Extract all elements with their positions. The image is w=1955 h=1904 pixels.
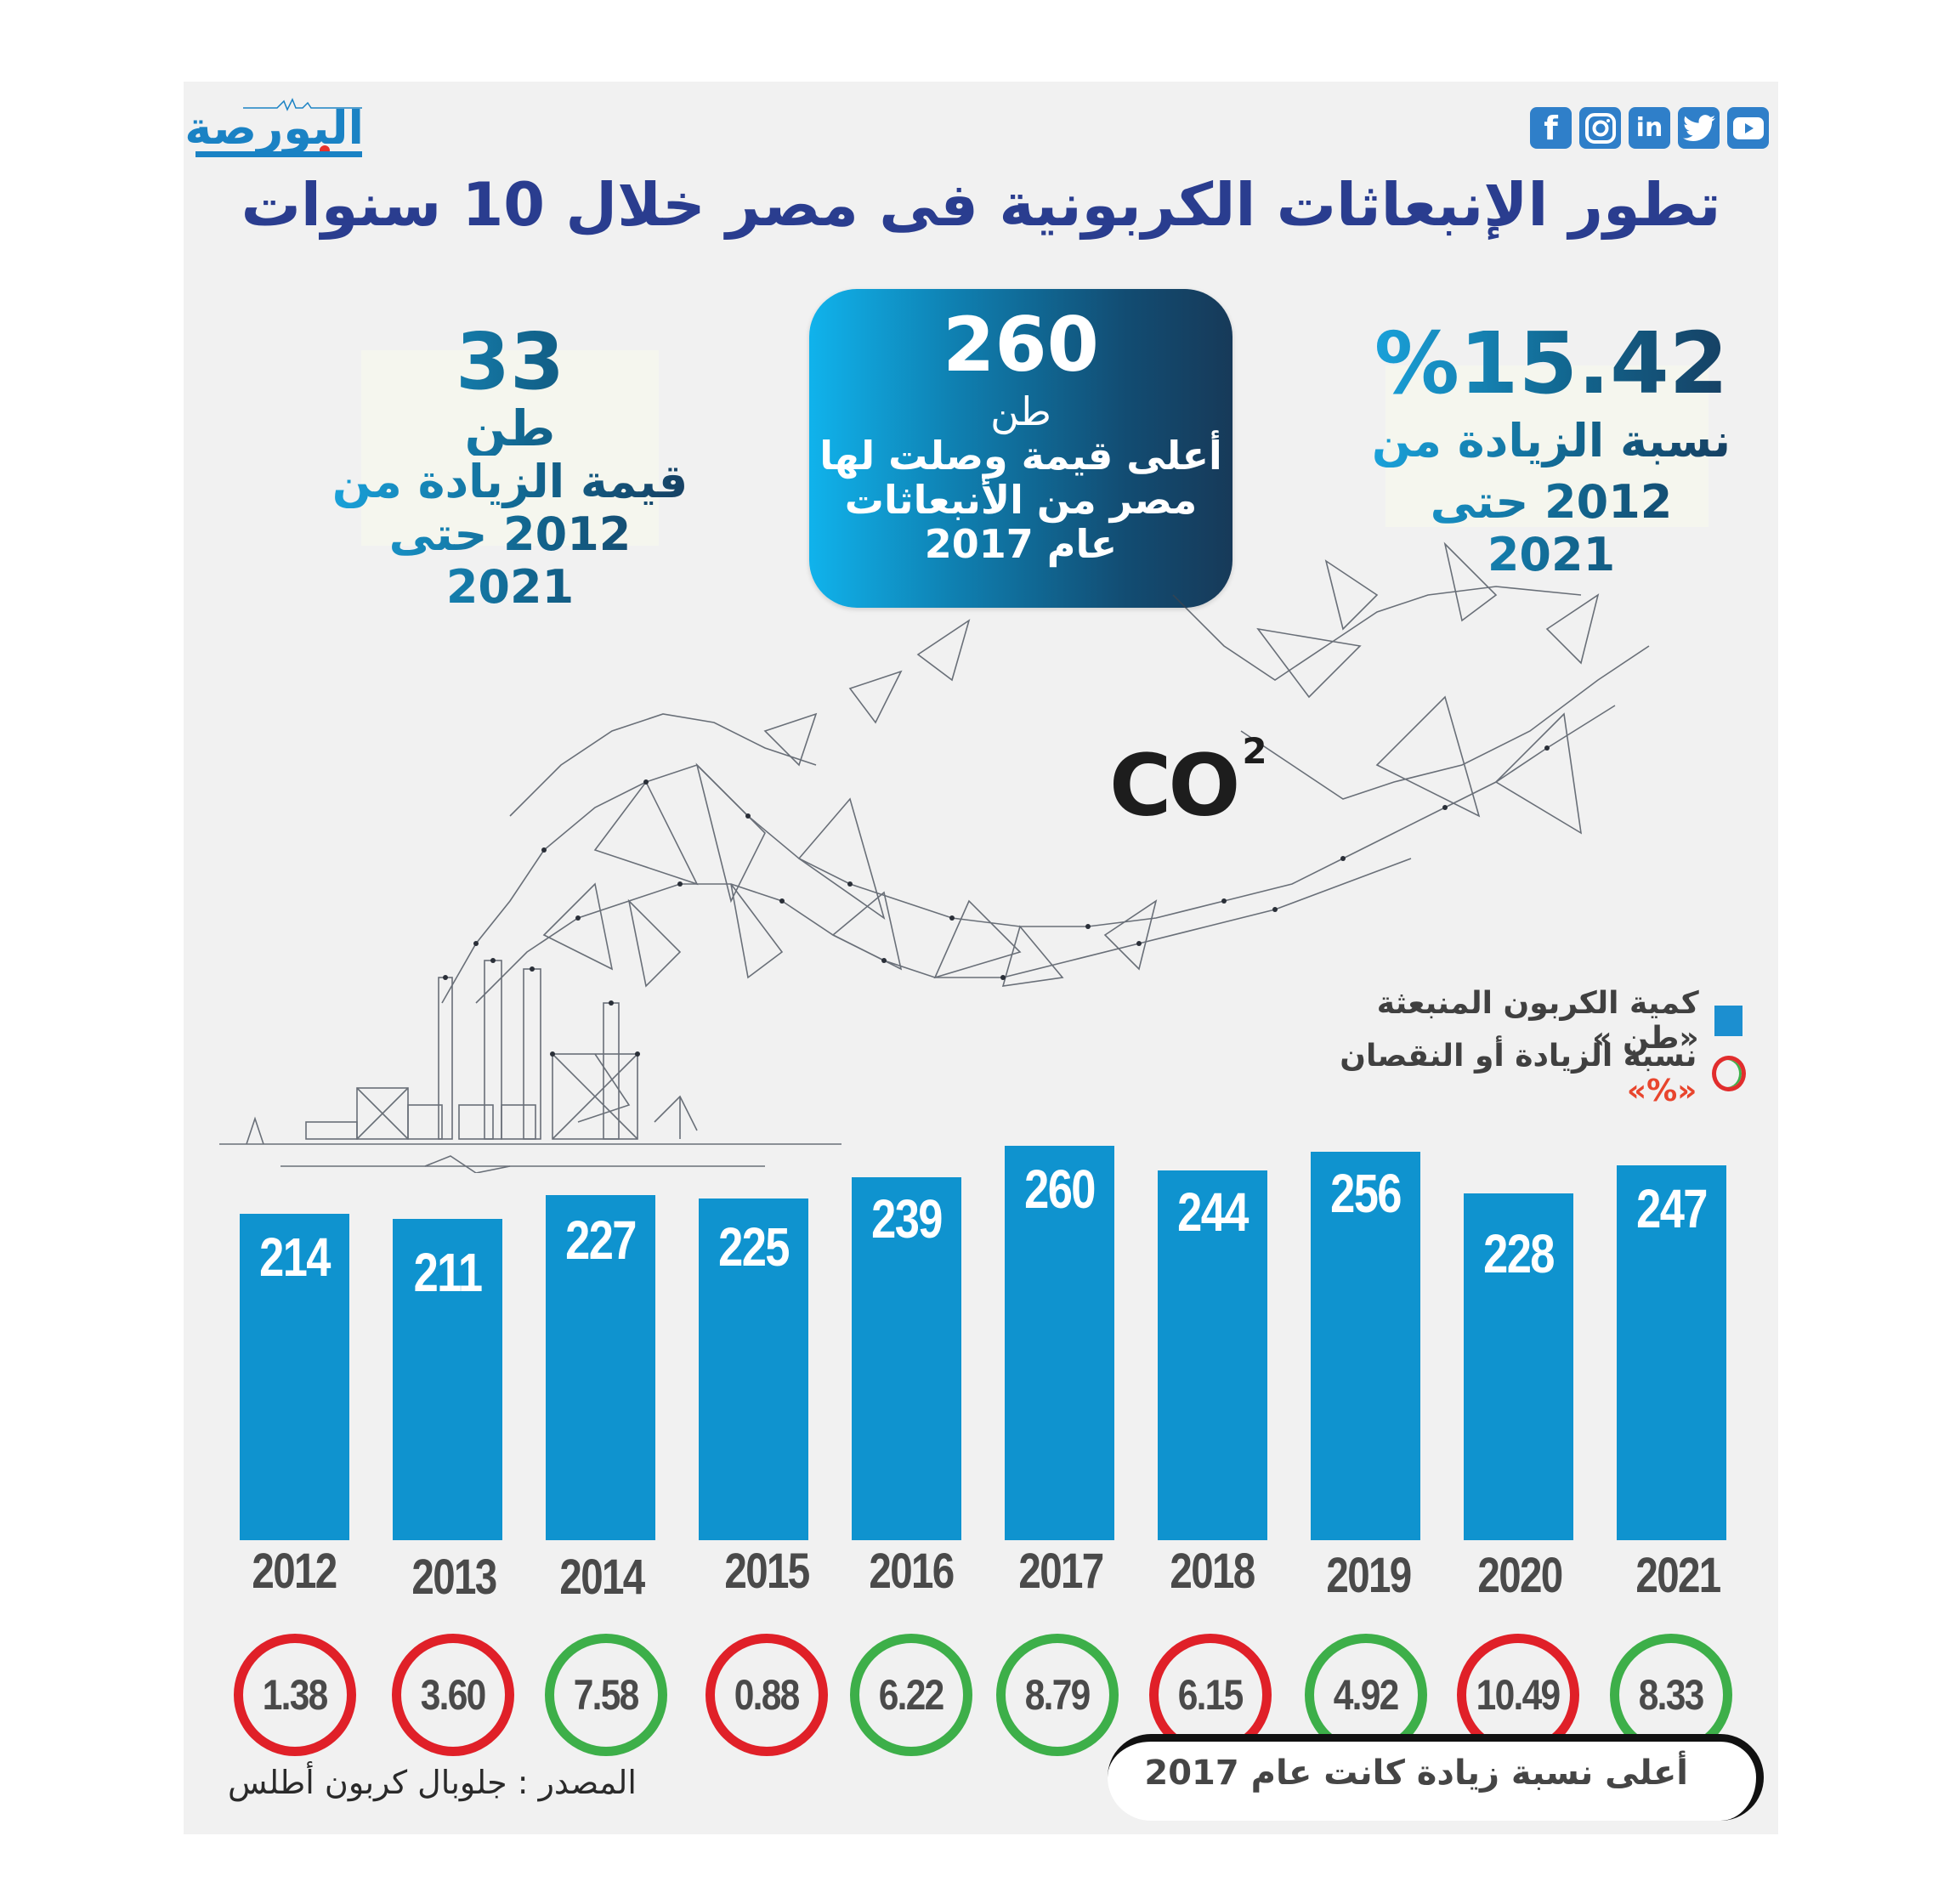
- ring-value: 6.15: [1178, 1671, 1244, 1719]
- logo-text: البورصة: [184, 101, 366, 155]
- stat-center-line1: أعلى قيمة وصلت لها: [819, 433, 1222, 479]
- bar-2018: 244: [1158, 1170, 1267, 1540]
- year-label: 2020: [1477, 1548, 1563, 1603]
- youtube-glyph: [1732, 116, 1764, 139]
- blue-square-icon: [1714, 1006, 1742, 1036]
- year-label: 2015: [724, 1544, 810, 1599]
- legend-item-change: نسبة الزيادة أو النقصان «%»: [1292, 1039, 1776, 1108]
- legend-label-change: نسبة الزيادة أو النقصان «%»: [1292, 1039, 1697, 1108]
- bar-value: 227: [565, 1210, 637, 1271]
- stat-increase-tons: 33 طن قيمة الزيادة من 2012 حتى 2021: [327, 323, 693, 614]
- ring-value: 0.88: [734, 1671, 801, 1719]
- bar-2014: 227: [546, 1195, 655, 1540]
- bar-2012: 214: [240, 1214, 349, 1540]
- logo-bar: [196, 151, 362, 157]
- ring-value: 3.60: [421, 1671, 487, 1719]
- stat-left-line2: 2012 حتى 2021: [327, 508, 693, 614]
- co2-superscript: 2: [1242, 730, 1267, 772]
- linkedin-icon[interactable]: in: [1629, 107, 1670, 149]
- year-label: 2012: [252, 1544, 337, 1599]
- year-label: 2017: [1018, 1544, 1104, 1599]
- ring-value: 6.22: [879, 1671, 945, 1719]
- ring-decrease: 1.38: [234, 1634, 356, 1756]
- bar-value: 247: [1636, 1178, 1708, 1239]
- bar-value: 260: [1024, 1159, 1096, 1220]
- ring-value: 4.92: [1334, 1671, 1400, 1719]
- logo: البورصة: [184, 98, 366, 159]
- bar-2016: 239: [852, 1177, 961, 1540]
- ring-value: 10.49: [1476, 1671, 1561, 1719]
- stat-left-line1: قيمة الزيادة من: [327, 456, 693, 508]
- bar-2013: 211: [393, 1219, 502, 1540]
- ring-value: 8.79: [1025, 1671, 1091, 1719]
- year-label: 2013: [411, 1550, 497, 1605]
- bar-value: 214: [259, 1227, 331, 1288]
- factory-smoke-illustration: [219, 541, 1650, 1173]
- year-label: 2018: [1170, 1544, 1255, 1599]
- ring-decrease: 0.88: [706, 1634, 828, 1756]
- stat-right-background: [1386, 366, 1708, 527]
- youtube-icon[interactable]: [1727, 107, 1769, 149]
- legend-label-emissions: كمية الكربون المنبعثة «طن »: [1376, 986, 1699, 1056]
- bar-value: 225: [718, 1216, 790, 1278]
- logo-pulse-icon: [243, 98, 362, 111]
- ring-value: 8.33: [1639, 1671, 1705, 1719]
- stat-center-line3: عام 2017: [924, 521, 1118, 567]
- ring-increase: 6.22: [850, 1634, 972, 1756]
- instagram-icon[interactable]: [1579, 107, 1621, 149]
- stat-left-value: 33: [327, 323, 693, 401]
- twitter-icon[interactable]: [1678, 107, 1720, 149]
- bar-value: 244: [1177, 1182, 1249, 1243]
- legend-change-unit: «%»: [1626, 1074, 1697, 1108]
- stat-left-unit: طن: [327, 401, 693, 456]
- stat-right-line1: نسبة الزيادة من: [1368, 415, 1734, 468]
- stat-center-unit: طن: [990, 388, 1051, 434]
- instagram-glyph: [1584, 112, 1616, 144]
- source-credit: المصدر : جلوبال كربون أطلس: [228, 1764, 637, 1801]
- ring-value: 1.38: [263, 1671, 329, 1719]
- stat-left-background: [361, 350, 659, 546]
- ring-increase: 7.58: [545, 1634, 667, 1756]
- year-label: 2019: [1326, 1548, 1412, 1603]
- stat-center-line2: مصر من الأنبعاثات: [844, 477, 1198, 523]
- ring-increase: 8.79: [996, 1634, 1119, 1756]
- bar-value: 239: [871, 1188, 943, 1250]
- bar-2021: 247: [1617, 1165, 1726, 1540]
- stat-right-line2: 2012 حتى 2021: [1368, 476, 1734, 581]
- highlight-note-text: أعلى نسبة زيادة كانت عام 2017: [1144, 1754, 1688, 1793]
- year-label: 2014: [559, 1550, 645, 1605]
- bar-2019: 256: [1311, 1152, 1420, 1540]
- year-label: 2021: [1635, 1548, 1721, 1603]
- stat-right-value: %15.42: [1368, 321, 1734, 406]
- facebook-icon[interactable]: f: [1530, 107, 1572, 149]
- page-title: تطور الإنبعاثات الكربونية فى مصر خلال 10…: [241, 170, 1721, 240]
- highlight-note: أعلى نسبة زيادة كانت عام 2017: [1108, 1734, 1764, 1821]
- social-links: f in: [1530, 107, 1769, 149]
- bar-value: 211: [413, 1242, 483, 1303]
- legend-item-emissions: كمية الكربون المنبعثة «طن »: [1292, 986, 1776, 1056]
- ring-decrease: 3.60: [392, 1634, 514, 1756]
- ring-value: 7.58: [574, 1671, 640, 1719]
- legend-change-text: نسبة الزيادة أو النقصان: [1340, 1039, 1697, 1074]
- bar-2017: 260: [1005, 1146, 1114, 1540]
- chart-legend: كمية الكربون المنبعثة «طن » نسبة الزيادة…: [1292, 986, 1776, 1108]
- year-label: 2016: [869, 1544, 955, 1599]
- twitter-glyph: [1682, 114, 1715, 141]
- co2-label: CO 2: [1109, 730, 1267, 828]
- bar-2020: 228: [1464, 1193, 1573, 1540]
- stat-center-value: 260: [943, 301, 1099, 388]
- stat-increase-percent: %15.42 نسبة الزيادة من 2012 حتى 2021: [1368, 321, 1734, 581]
- ring-icon: [1712, 1056, 1746, 1091]
- bar-value: 256: [1330, 1163, 1402, 1224]
- co2-text: CO: [1109, 735, 1240, 836]
- bar-2015: 225: [699, 1198, 808, 1540]
- stat-peak-emissions: 260 طن أعلى قيمة وصلت لها مصر من الأنبعا…: [809, 289, 1232, 608]
- bar-value: 228: [1483, 1223, 1555, 1284]
